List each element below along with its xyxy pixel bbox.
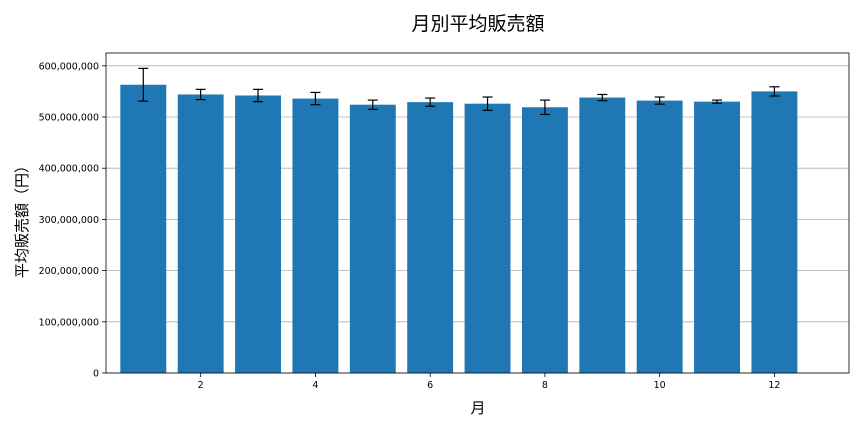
bar	[694, 101, 740, 373]
y-tick-label: 600,000,000	[39, 61, 99, 72]
x-tick-label: 2	[198, 380, 204, 391]
bar	[292, 98, 339, 374]
bar	[235, 95, 281, 373]
y-tick-label: 300,000,000	[39, 215, 99, 226]
x-tick-label: 8	[542, 380, 548, 391]
chart-title: 月別平均販売額	[411, 13, 544, 35]
y-tick-label: 500,000,000	[39, 113, 99, 124]
x-tick-label: 12	[768, 380, 780, 391]
bars	[120, 84, 798, 374]
bar	[464, 103, 511, 374]
x-axis-label: 月	[470, 399, 485, 417]
bar	[579, 97, 626, 373]
bar	[120, 84, 167, 373]
bar	[636, 100, 683, 373]
x-tick-label: 10	[654, 380, 666, 391]
y-tick-label: 200,000,000	[39, 266, 99, 277]
plot-frame	[105, 52, 850, 374]
y-axis-ticks: 0 100,000,000 200,000,000 300,000,000 400,00…	[39, 61, 106, 380]
x-tick-label: 6	[427, 380, 433, 391]
y-tick-label: 400,000,000	[39, 164, 99, 175]
error-bars	[138, 67, 780, 116]
x-tick-label: 4	[312, 380, 318, 391]
x-axis-ticks: 2 4 6 8 10 12	[198, 373, 780, 391]
y-tick-label: 100,000,000	[39, 317, 99, 328]
bar	[751, 91, 798, 374]
y-tick-label: 0	[93, 369, 99, 380]
bar	[177, 94, 224, 374]
bar	[407, 102, 454, 373]
bar	[521, 107, 568, 373]
y-axis-label: 平均販売額（円）	[13, 158, 31, 278]
bar	[349, 104, 396, 373]
